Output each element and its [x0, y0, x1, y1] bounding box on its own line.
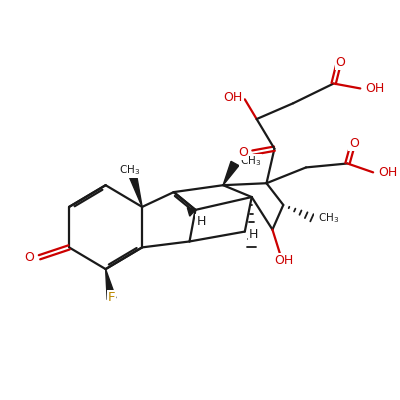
Polygon shape — [187, 208, 196, 216]
Text: O: O — [238, 146, 248, 159]
Text: H: H — [249, 228, 258, 242]
Text: CH$_3$: CH$_3$ — [315, 211, 339, 225]
Polygon shape — [223, 161, 239, 185]
Text: H: H — [196, 215, 206, 228]
Text: OH: OH — [275, 254, 294, 267]
Text: CH$_3$: CH$_3$ — [240, 155, 261, 168]
Text: OH: OH — [224, 91, 243, 104]
Text: OH: OH — [378, 166, 397, 179]
Text: O: O — [336, 56, 346, 69]
Polygon shape — [106, 269, 116, 300]
Text: O: O — [350, 137, 359, 150]
Polygon shape — [127, 169, 142, 207]
Text: CH$_3$: CH$_3$ — [119, 164, 140, 177]
Text: O: O — [25, 251, 34, 264]
Text: F: F — [108, 291, 115, 304]
Text: OH: OH — [365, 82, 384, 95]
